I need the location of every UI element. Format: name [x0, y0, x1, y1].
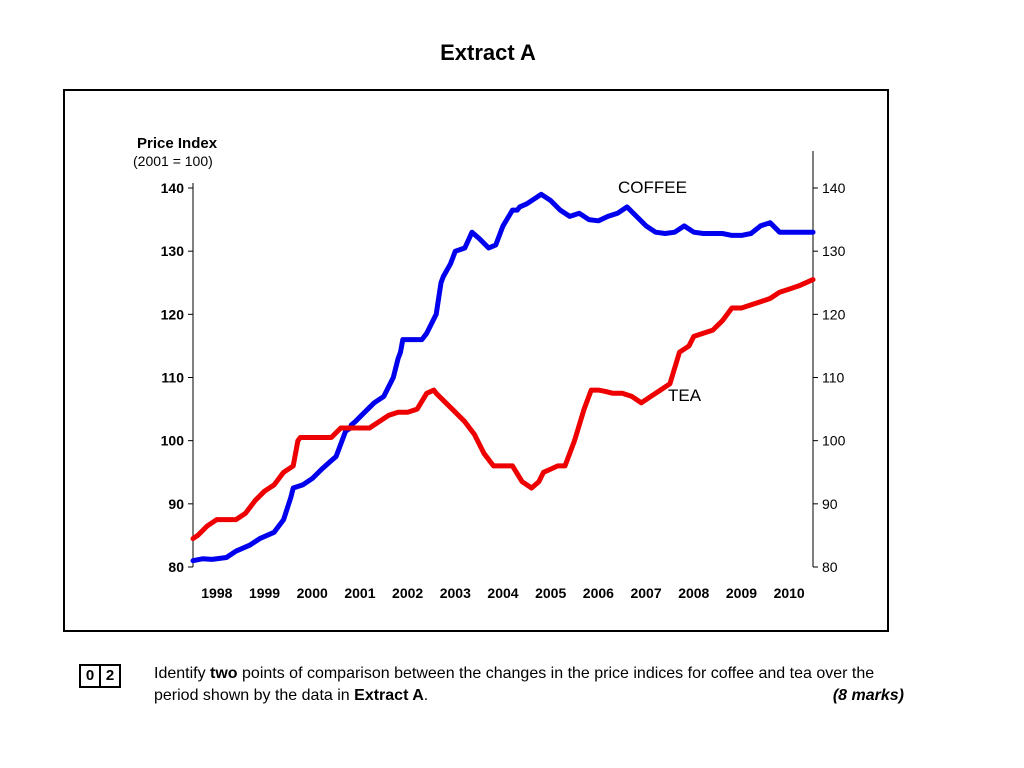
series-line-coffee: [190, 191, 816, 564]
price-index-chart: 80 80 90 90 100 100 110 110 120 120 130 130 140 140 19…: [133, 135, 846, 601]
x-tick-label: 2010: [774, 585, 805, 601]
right-tick-label: 130: [822, 243, 846, 259]
y-axis-label: Price Index: [137, 135, 218, 152]
left-tick-label: 80: [168, 559, 184, 575]
x-tick-label: 2007: [630, 585, 661, 601]
question-marks: (8 marks): [832, 687, 904, 704]
question-text: Identify two points of comparison betwee…: [154, 663, 904, 707]
left-tick-label: 130: [161, 243, 185, 259]
question-text-middle: points of comparison between the changes…: [154, 665, 875, 704]
series-label-tea: TEA: [668, 386, 702, 405]
question-text-before: Identify: [154, 665, 211, 682]
left-tick-label: 140: [161, 180, 185, 196]
page-title: Extract A: [440, 40, 536, 65]
x-tick-label: 2009: [726, 585, 757, 601]
y-axis-sublabel: (2001 = 100): [133, 153, 213, 169]
x-tick-label: 2005: [535, 585, 566, 601]
right-tick-label: 100: [822, 433, 846, 449]
x-tick-label: 2004: [487, 585, 518, 601]
x-tick-label: 2001: [344, 585, 375, 601]
series-label-coffee: COFFEE: [618, 178, 687, 197]
x-tick-label: 1999: [249, 585, 280, 601]
left-tick-label: 90: [168, 496, 184, 512]
right-tick-label: 80: [822, 559, 838, 575]
question-number: 0 2: [79, 664, 121, 688]
question-text-bold2: Extract A: [354, 687, 424, 704]
series-line-tea: [190, 277, 816, 542]
left-tick-label: 110: [161, 370, 184, 386]
right-tick-label: 110: [822, 370, 845, 386]
left-tick-label: 120: [161, 306, 185, 322]
x-tick-label: 2008: [678, 585, 709, 601]
x-tick-label: 1998: [201, 585, 232, 601]
x-tick-label: 2006: [583, 585, 614, 601]
right-tick-label: 90: [822, 496, 838, 512]
x-tick-label: 2000: [297, 585, 328, 601]
x-tick-label: 2003: [440, 585, 471, 601]
right-tick-label: 140: [822, 180, 846, 196]
x-tick-label: 2002: [392, 585, 423, 601]
left-tick-label: 100: [161, 433, 185, 449]
question-text-end: .: [423, 687, 429, 704]
question-digit: 2: [101, 664, 121, 688]
chart-frame: 80 80 90 90 100 100 110 110 120 120 130 130 140 140 19…: [63, 89, 889, 632]
question-text-bold: two: [210, 665, 238, 682]
right-tick-label: 120: [822, 306, 846, 322]
question-digit: 0: [79, 664, 101, 688]
